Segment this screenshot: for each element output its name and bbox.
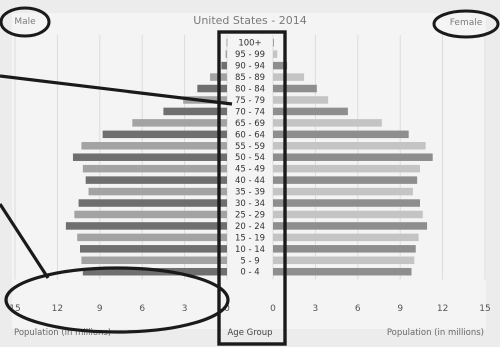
x-axis-label-right: Population (in millions)	[387, 328, 484, 338]
age-group-label: 0 - 4	[240, 268, 259, 278]
x-tick-label-right: 0	[270, 304, 276, 314]
age-group-label: 10 - 14	[235, 245, 265, 255]
male-bar	[226, 38, 228, 47]
female-bar	[273, 199, 420, 207]
female-bar	[273, 267, 412, 276]
x-tick-label-right: 9	[397, 304, 403, 314]
female-bar	[273, 84, 317, 93]
x-tick-label-right: 3	[313, 304, 319, 314]
age-group-label: 90 - 94	[235, 62, 265, 72]
female-bar	[273, 164, 420, 173]
female-bar	[273, 222, 428, 230]
female-bar	[273, 187, 413, 196]
male-bar	[77, 233, 227, 242]
female-bar	[273, 119, 382, 127]
male-bar	[102, 130, 227, 139]
bars	[65, 38, 433, 276]
male-bar	[88, 187, 227, 196]
female-bar	[273, 210, 423, 219]
age-group-label: 85 - 89	[235, 73, 265, 83]
male-label: Male	[14, 17, 36, 27]
x-tick-label-right: 15	[479, 304, 490, 314]
age-group-label: 5 - 9	[240, 256, 259, 266]
age-group-label: 40 - 44	[235, 176, 265, 186]
age-group-highlight-box	[217, 30, 287, 346]
female-bar	[273, 233, 419, 242]
x-tick-label-left: 9	[97, 304, 103, 314]
male-bar	[82, 267, 227, 276]
age-group-label: 95 - 99	[235, 50, 265, 60]
female-bar	[273, 130, 409, 139]
age-group-label: 30 - 34	[235, 199, 265, 209]
male-bar	[85, 176, 228, 184]
male-bar	[80, 245, 227, 253]
male-bar	[81, 256, 227, 265]
age-group-label: 25 - 29	[235, 210, 265, 220]
x-tick-label-left: 15	[9, 304, 20, 314]
female-bar	[273, 73, 305, 81]
age-group-label: 45 - 49	[235, 165, 265, 175]
female-bar	[273, 256, 415, 265]
x-tick-label-right: 12	[437, 304, 448, 314]
x-axis-label-left: Population (in millions)	[14, 328, 111, 338]
age-group-label: 70 - 74	[235, 107, 265, 117]
female-bar	[273, 96, 329, 104]
age-group-label: 75 - 79	[235, 96, 265, 106]
x-tick-label-left: 3	[182, 304, 188, 314]
female-bar	[273, 38, 274, 47]
male-bar	[78, 199, 227, 207]
center-axis-label: Age Group	[227, 328, 272, 338]
x-tick-label-left: 6	[139, 304, 145, 314]
age-group-label: 65 - 69	[235, 119, 265, 129]
male-label-highlight-circle	[0, 6, 51, 38]
age-group-label: 55 - 59	[235, 142, 265, 152]
male-bar	[72, 153, 228, 161]
female-bar	[273, 176, 418, 184]
female-bar	[273, 61, 288, 70]
x-tick-label-right: 6	[355, 304, 361, 314]
pointer-line-upper	[0, 74, 233, 106]
x-tick-label-left: 0	[224, 304, 230, 314]
age-group-label: 60 - 64	[235, 130, 265, 140]
female-bar	[273, 107, 348, 116]
age-group-label: 35 - 39	[235, 188, 265, 198]
male-bar	[225, 50, 227, 58]
age-group-label: 50 - 54	[235, 153, 265, 163]
male-bar	[65, 222, 227, 230]
chart-title: United States - 2014	[193, 14, 306, 27]
female-bar	[273, 142, 426, 150]
male-bar	[82, 164, 227, 173]
male-bar	[221, 61, 227, 70]
female-bar	[273, 245, 416, 253]
female-label: Female	[450, 18, 483, 28]
age-group-label: 80 - 84	[235, 85, 265, 95]
female-label-highlight-circle	[432, 9, 500, 39]
axis-highlight-circle	[4, 266, 230, 334]
male-bar	[74, 210, 227, 219]
female-bar	[273, 50, 278, 58]
age-group-label: 15 - 19	[235, 233, 265, 243]
age-group-label: 100+	[238, 39, 261, 49]
male-bar	[197, 84, 227, 93]
annotation-marks	[0, 6, 500, 346]
male-bar	[132, 119, 227, 127]
male-bar	[81, 142, 227, 150]
age-group-label: 20 - 24	[235, 222, 265, 232]
female-bar	[273, 153, 433, 161]
x-axis-ticks: 15 12 9 6 3 0 0 3 6 9 12 15	[9, 304, 490, 314]
male-bar	[163, 107, 227, 116]
x-tick-label-left: 12	[52, 304, 63, 314]
pointer-line-lower	[0, 203, 50, 279]
